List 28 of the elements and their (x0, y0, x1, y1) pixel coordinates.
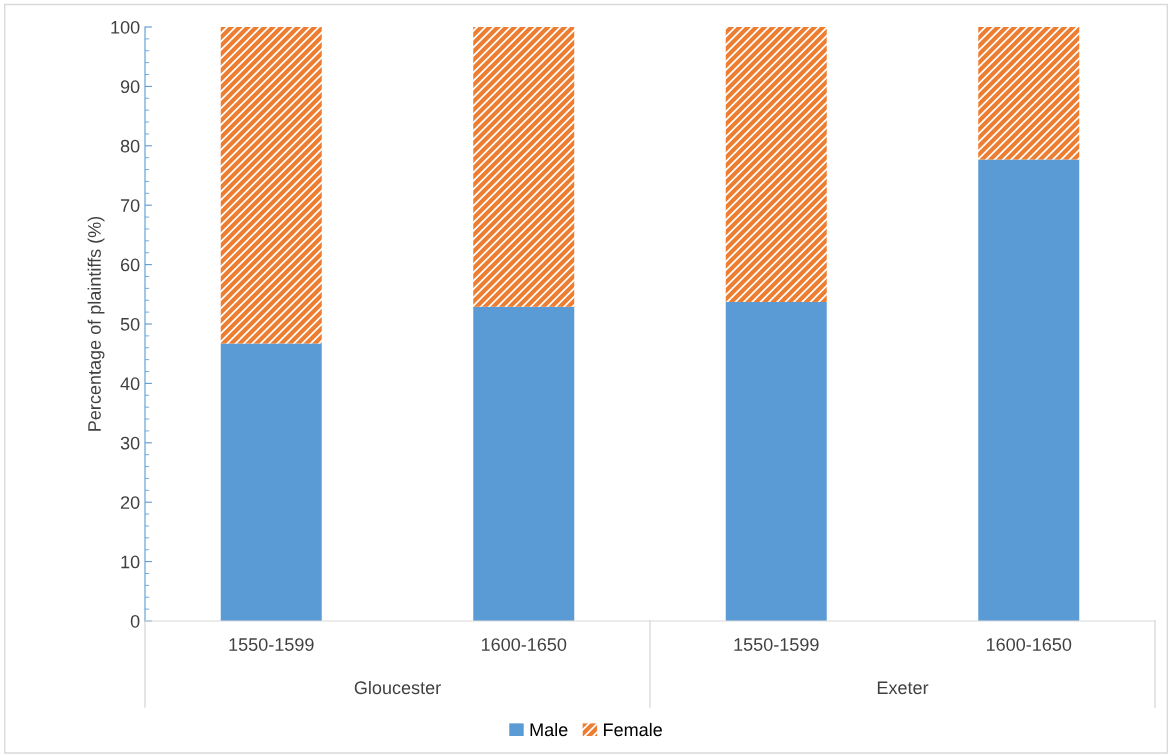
bar (978, 27, 1080, 160)
bar (725, 302, 827, 621)
y-tick-label: 40 (120, 377, 140, 391)
legend-label: Female (604, 722, 662, 737)
y-tick-label: 100 (111, 20, 140, 34)
bar (473, 306, 575, 621)
x-tick-label: 1550-1599 (734, 638, 819, 651)
x-tick-label: 1550-1599 (229, 638, 314, 651)
legend-label: Male (530, 722, 568, 737)
y-axis-title: Percentage of plaintiffs (%) (87, 216, 105, 431)
bar (725, 27, 827, 303)
y-tick-label: 50 (120, 317, 140, 331)
y-tick-label: 10 (121, 555, 140, 569)
bar (220, 27, 322, 344)
bar (220, 343, 322, 621)
y-tick-label: 90 (120, 80, 140, 94)
y-tick-label: 0 (130, 614, 140, 628)
x-tick-label: 1600-1650 (481, 638, 567, 651)
text: Gloucester (354, 680, 441, 695)
y-tick-label: 80 (120, 139, 140, 153)
y-tick-label: 20 (120, 496, 140, 509)
y-tick-label: 60 (120, 258, 140, 272)
x-tick-label: 1600-1650 (986, 638, 1072, 651)
text: Exeter (877, 681, 929, 695)
bar (473, 27, 575, 307)
y-tick-label: 70 (120, 199, 140, 212)
bar (978, 159, 1080, 621)
y-tick-label: 30 (120, 436, 140, 450)
